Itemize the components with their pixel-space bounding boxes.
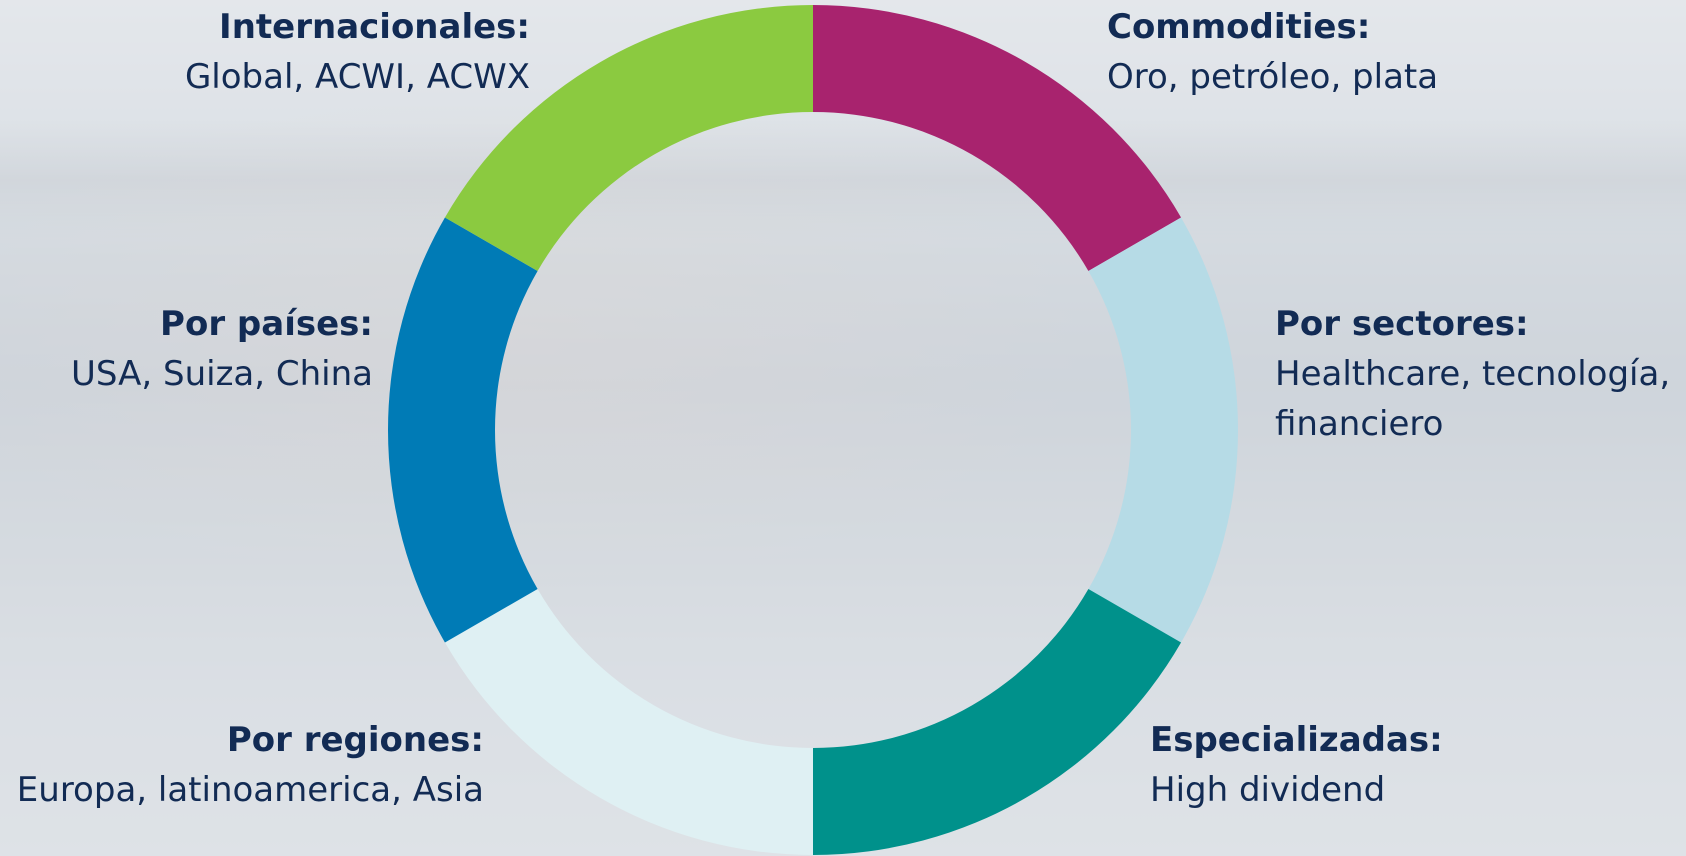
donut-segment-6: [444, 5, 813, 271]
label-commodities: Commodities: Oro, petróleo, plata: [1107, 2, 1438, 102]
donut-segment-5: [388, 217, 538, 643]
label-regiones-title: Por regiones:: [226, 720, 484, 760]
label-commodities-title: Commodities:: [1107, 7, 1371, 47]
label-sectores-detail-line1: Healthcare, tecnología,: [1275, 354, 1671, 394]
label-paises-title: Por países:: [160, 304, 373, 344]
label-internacionales: Internacionales: Global, ACWI, ACWX: [185, 2, 530, 102]
label-commodities-detail: Oro, petróleo, plata: [1107, 57, 1439, 97]
label-sectores-detail-line2: financiero: [1275, 404, 1444, 444]
label-sectores: Por sectores: Healthcare, tecnología, fi…: [1275, 299, 1670, 449]
label-paises: Por países: USA, Suiza, China: [71, 299, 373, 399]
label-internacionales-detail: Global, ACWI, ACWX: [184, 57, 530, 97]
label-especializadas-detail: High dividend: [1150, 770, 1386, 810]
donut-segment-2: [1088, 217, 1238, 643]
label-especializadas-title: Especializadas:: [1150, 720, 1443, 760]
label-regiones-detail: Europa, latinoamerica, Asia: [16, 770, 484, 810]
donut-segment-3: [813, 589, 1182, 855]
label-regiones: Por regiones: Europa, latinoamerica, Asi…: [17, 715, 484, 815]
donut-segment-4: [444, 589, 813, 855]
label-especializadas: Especializadas: High dividend: [1150, 715, 1443, 815]
label-internacionales-title: Internacionales:: [219, 7, 530, 47]
label-paises-detail: USA, Suiza, China: [71, 354, 373, 394]
label-sectores-title: Por sectores:: [1275, 304, 1529, 344]
donut-segment-1: [813, 5, 1182, 271]
